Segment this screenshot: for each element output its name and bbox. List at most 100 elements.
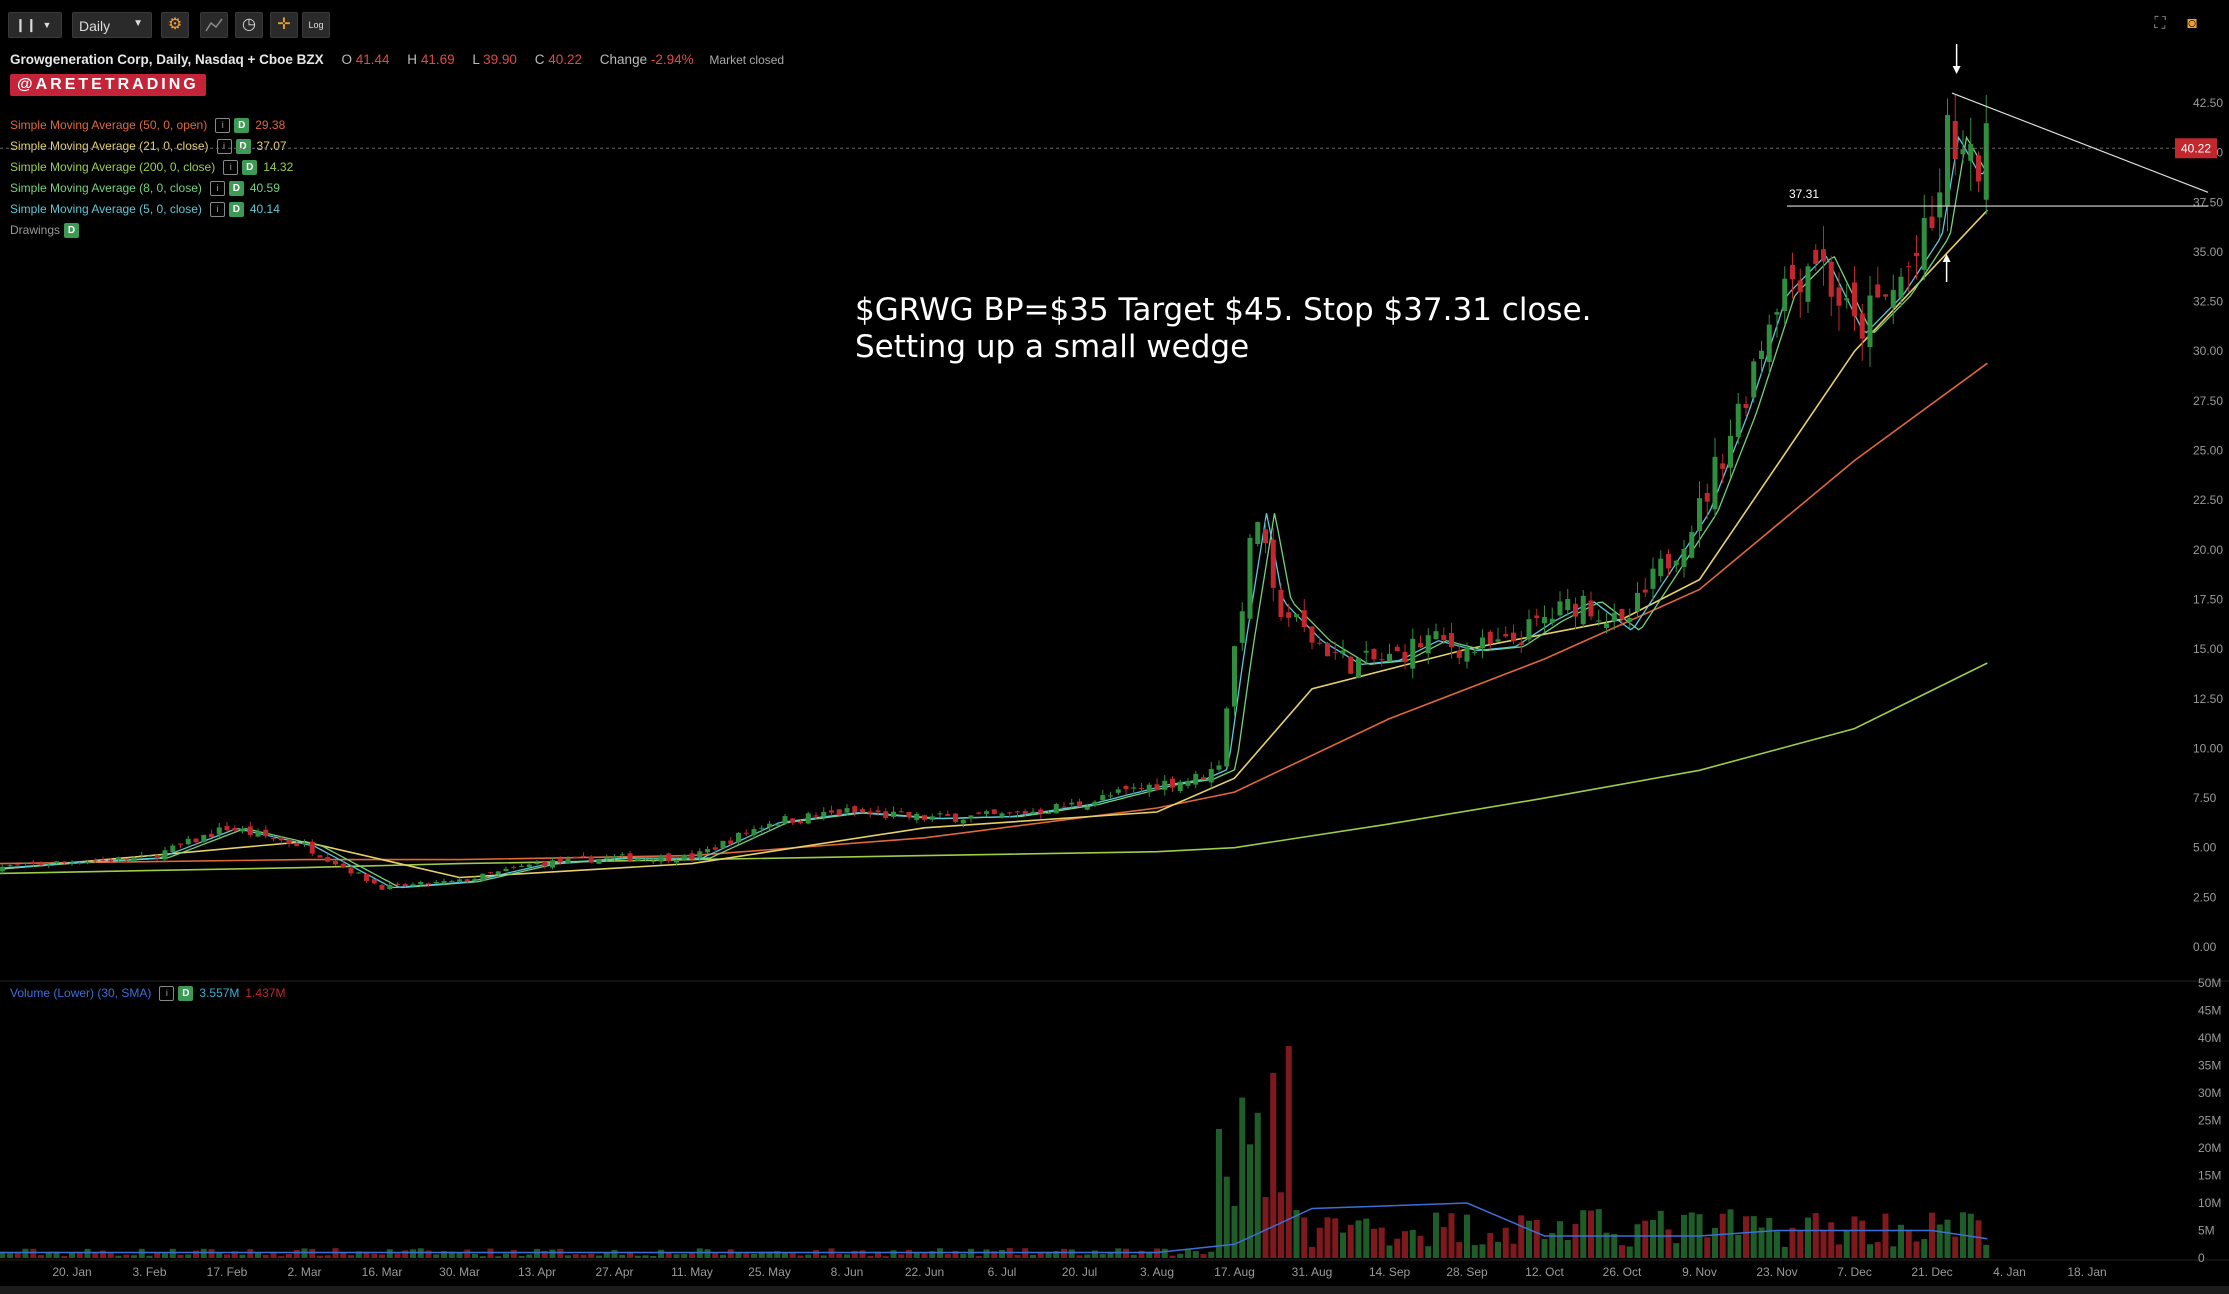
candle-body — [1069, 802, 1075, 805]
candle-body — [782, 816, 788, 824]
volume-bar — [1177, 1253, 1184, 1258]
candle-body — [1077, 801, 1082, 807]
volume-bar — [619, 1254, 626, 1258]
crosshair-button[interactable]: ✛ — [270, 12, 298, 38]
candle-body — [1394, 646, 1400, 652]
candle-body — [658, 855, 664, 862]
candle-body — [1433, 631, 1439, 640]
candle-body — [1743, 403, 1749, 408]
price-tick-label: 35.00 — [2193, 245, 2223, 259]
candle-body — [1805, 266, 1811, 302]
volume-bar — [92, 1252, 99, 1258]
candle-body — [216, 827, 222, 835]
candle-body — [728, 840, 734, 844]
candle-body — [325, 857, 331, 862]
candle-body — [1611, 612, 1617, 622]
volume-bar — [929, 1251, 936, 1258]
candle-body — [534, 862, 540, 865]
study-sma-21[interactable]: Simple Moving Average (21, 0, close) i D 37… — [10, 139, 287, 155]
candle-body — [984, 811, 989, 814]
volume-bar — [1704, 1237, 1711, 1258]
volume-bar — [1495, 1241, 1501, 1258]
volume-value-2: 1.437M — [245, 986, 286, 1000]
volume-bar — [1099, 1254, 1106, 1258]
price-tick-label: 7.50 — [2193, 791, 2217, 805]
candle-body — [147, 855, 152, 857]
candle-body — [1371, 648, 1377, 660]
study-sma-5[interactable]: Simple Moving Average (5, 0, close) i D 40.… — [10, 202, 280, 218]
study-d-icon[interactable]: D — [178, 986, 194, 1002]
study-d-icon[interactable]: D — [228, 181, 244, 197]
indicators-button[interactable] — [200, 12, 228, 38]
volume-bar — [782, 1253, 788, 1258]
study-d-icon[interactable]: D — [228, 202, 244, 218]
study-value: 40.14 — [249, 202, 280, 216]
down-arrow-head — [1952, 66, 1961, 74]
candle-body — [1449, 633, 1454, 648]
candle-body — [1720, 463, 1726, 469]
study-d-icon[interactable]: D — [235, 139, 251, 155]
log-scale-button[interactable]: Log — [302, 12, 330, 38]
study-d-icon[interactable]: D — [64, 223, 80, 239]
volume-bar — [1533, 1219, 1540, 1258]
study-sma-8[interactable]: Simple Moving Average (8, 0, close) i D 40.… — [10, 181, 280, 197]
study-info-icon[interactable]: i — [223, 160, 239, 176]
study-info-icon[interactable]: i — [159, 986, 175, 1002]
candle-body — [1495, 639, 1501, 642]
candle-body — [1596, 620, 1602, 622]
clock-button[interactable]: ◷ — [235, 12, 263, 38]
candle-body — [232, 827, 238, 831]
volume-study[interactable]: Volume (Lower) (30, SMA) i D 3.557M 1.437M — [10, 986, 286, 1002]
fullscreen-icon[interactable]: ⛶ — [2154, 15, 2166, 32]
volume-bar — [1409, 1229, 1416, 1258]
candle-body — [1456, 650, 1462, 658]
candle-body — [1604, 623, 1609, 629]
candle-body — [1828, 261, 1834, 297]
volume-bar — [293, 1249, 300, 1258]
study-d-icon[interactable]: D — [242, 160, 258, 176]
camera-icon[interactable]: ◙ — [2187, 15, 2197, 32]
volume-bar — [665, 1252, 672, 1258]
date-tick-label: 26. Oct — [1603, 1265, 1642, 1279]
candle-body — [1697, 498, 1702, 532]
study-sma-50[interactable]: Simple Moving Average (50, 0, open) i D 29.… — [10, 118, 285, 134]
volume-bar — [402, 1250, 409, 1258]
candle-body — [1294, 614, 1299, 618]
candle-body — [1929, 216, 1935, 229]
candle-body — [526, 864, 532, 867]
volume-bar — [1456, 1242, 1463, 1258]
settings-button[interactable]: ⚙ — [161, 12, 189, 38]
study-info-icon[interactable]: i — [209, 202, 225, 218]
volume-bar — [1371, 1228, 1377, 1258]
timeframe-select[interactable]: Daily ▼ — [72, 12, 152, 38]
study-d-icon[interactable]: D — [234, 118, 250, 134]
volume-bar — [557, 1248, 564, 1258]
volume-tick-label: 30M — [2198, 1086, 2221, 1100]
annotation-line-1: $GRWG BP=$35 Target $45. Stop $37.31 clo… — [855, 292, 1592, 328]
study-info-icon[interactable]: i — [215, 118, 231, 134]
study-sma-200[interactable]: Simple Moving Average (200, 0, close) i D 1… — [10, 160, 293, 176]
volume-bar — [549, 1249, 556, 1258]
drawings-toggle[interactable]: Drawings D — [10, 223, 80, 239]
volume-bar — [727, 1249, 734, 1258]
volume-bar — [743, 1253, 750, 1258]
candle-body — [805, 813, 811, 824]
volume-bar — [526, 1254, 533, 1258]
study-info-icon[interactable]: i — [216, 139, 232, 155]
candle-body — [844, 808, 850, 813]
volume-bar — [1588, 1210, 1594, 1258]
volume-bar — [340, 1252, 347, 1258]
volume-bar — [1324, 1217, 1331, 1258]
candle-body — [1239, 611, 1245, 643]
volume-bar — [1797, 1230, 1804, 1258]
candle-body — [178, 843, 183, 845]
volume-bar — [1394, 1238, 1401, 1258]
chart-style-button[interactable]: ❙❙ ▼ — [8, 12, 62, 38]
volume-bar — [875, 1251, 881, 1258]
high-label: H — [407, 52, 418, 67]
volume-bar — [851, 1250, 858, 1258]
clock-icon: ◷ — [242, 16, 256, 33]
study-info-icon[interactable]: i — [209, 181, 225, 197]
volume-bar — [603, 1252, 610, 1258]
